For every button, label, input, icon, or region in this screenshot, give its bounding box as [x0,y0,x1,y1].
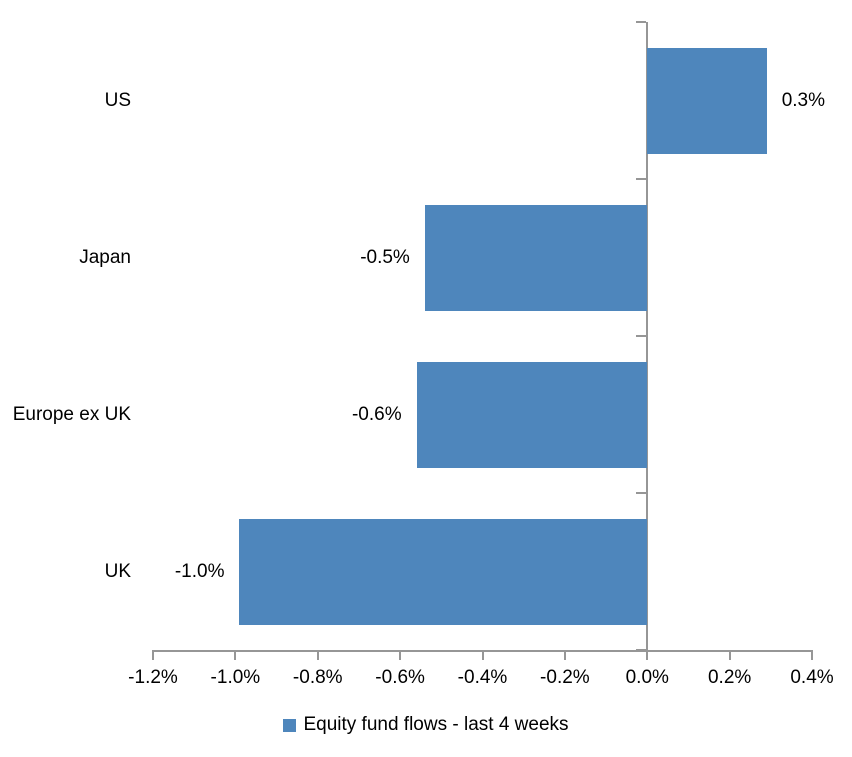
x-axis-tick [152,650,154,660]
x-axis-tick-label: 0.4% [790,667,834,688]
category-label: UK [104,560,131,582]
x-axis-tick-label: -0.4% [457,667,508,688]
category-axis-tick [636,178,647,180]
legend-label: Equity fund flows - last 4 weeks [303,714,569,735]
x-axis-tick-label: -1.2% [128,667,178,688]
x-axis-tick-label: -1.0% [210,667,261,688]
value-label: -0.5% [360,246,410,268]
category-axis-tick [636,649,647,651]
x-axis-tick [728,650,731,660]
value-label: -0.6% [351,403,402,425]
x-axis-tick [563,650,566,660]
legend: Equity fund flows - last 4 weeks [0,714,852,736]
x-axis-tick [234,650,237,660]
value-label: -1.0% [174,560,225,582]
x-axis-tick [481,650,484,660]
bar-japan [424,204,648,311]
x-axis-tick-label: -0.2% [540,667,590,688]
category-axis-tick [636,21,647,23]
category-axis-tick [636,492,647,494]
x-axis-tick-label: 0.0% [625,667,669,688]
x-axis-tick-label: -0.8% [292,667,343,688]
x-axis-tick [811,650,813,660]
category-axis-line [646,22,649,660]
x-axis-tick-label: 0.2% [707,667,752,688]
bar-europe-ex-uk [416,361,648,468]
bar-us [647,47,767,154]
category-label: Europe ex UK [12,403,131,425]
category-axis-tick [636,335,647,337]
value-label: 0.3% [781,89,825,111]
x-axis-tick [316,650,319,660]
x-axis-tick [399,650,402,660]
category-label: Japan [79,246,131,268]
x-axis-tick-label: -0.6% [375,667,425,688]
bar-uk [239,518,648,625]
category-label: US [104,89,131,111]
legend-swatch [283,718,297,732]
